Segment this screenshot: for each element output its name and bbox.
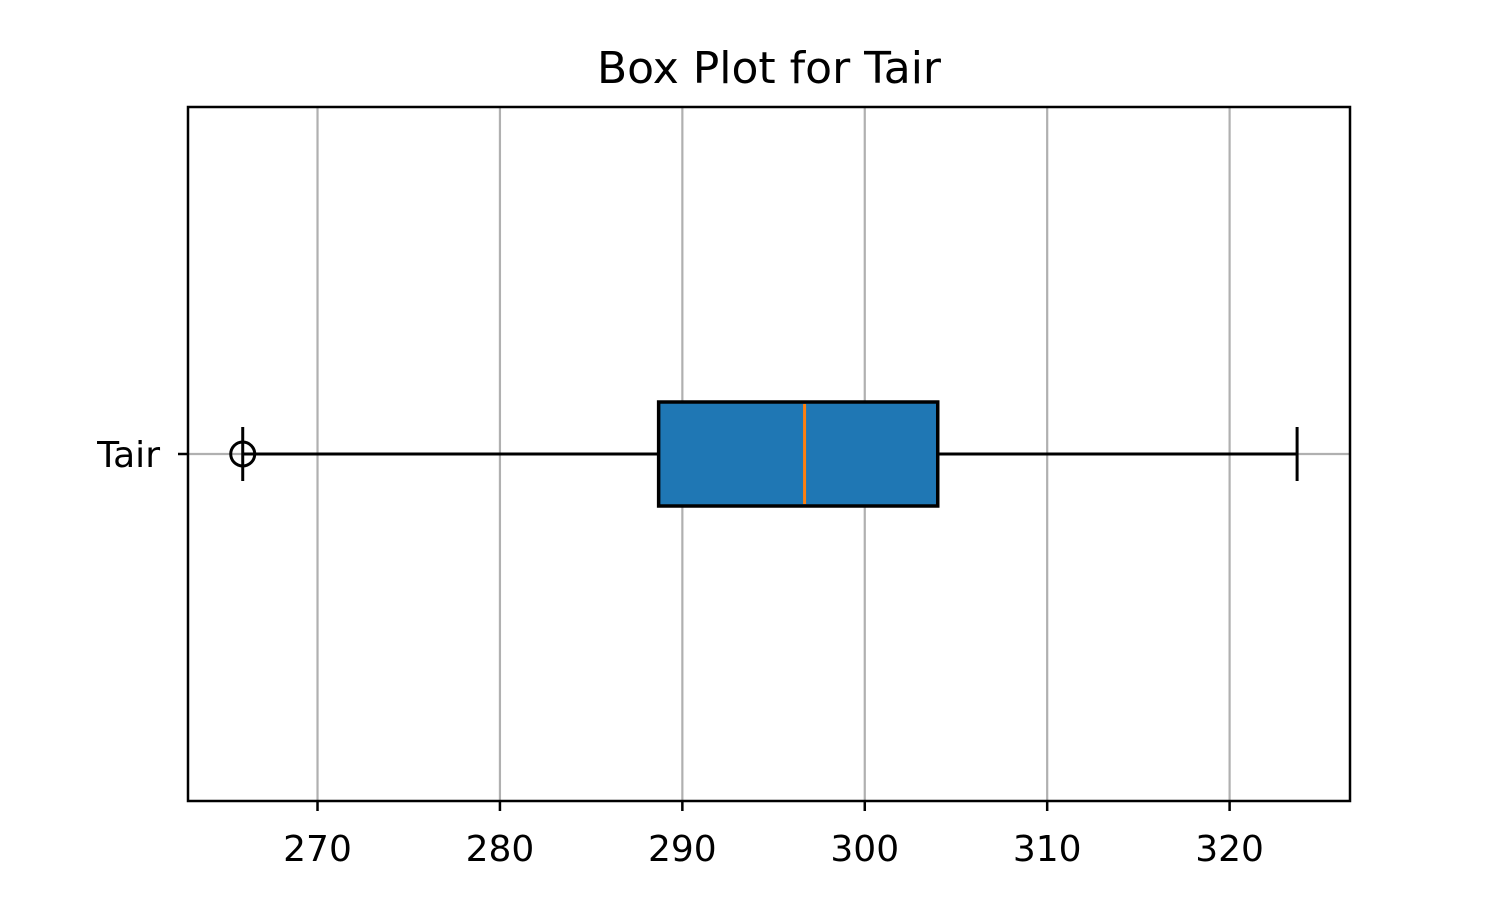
y-tick-label: Tair bbox=[96, 435, 160, 476]
box-plot-series bbox=[229, 400, 1299, 508]
x-axis-ticks: 270 280 290 300 310 320 bbox=[283, 801, 1264, 870]
x-tick-label: 320 bbox=[1195, 829, 1264, 870]
box-series-0 bbox=[229, 400, 1299, 508]
x-tick-label: 290 bbox=[648, 829, 717, 870]
iqr-box bbox=[656, 400, 940, 508]
y-axis-ticks: Tair bbox=[96, 435, 188, 476]
x-tick-label: 280 bbox=[466, 829, 535, 870]
x-tick-label: 310 bbox=[1013, 829, 1082, 870]
x-tick-label: 270 bbox=[283, 829, 352, 870]
outlier-point bbox=[229, 440, 257, 468]
chart-title: Box Plot for Tair bbox=[597, 43, 942, 94]
x-tick-label: 300 bbox=[830, 829, 899, 870]
